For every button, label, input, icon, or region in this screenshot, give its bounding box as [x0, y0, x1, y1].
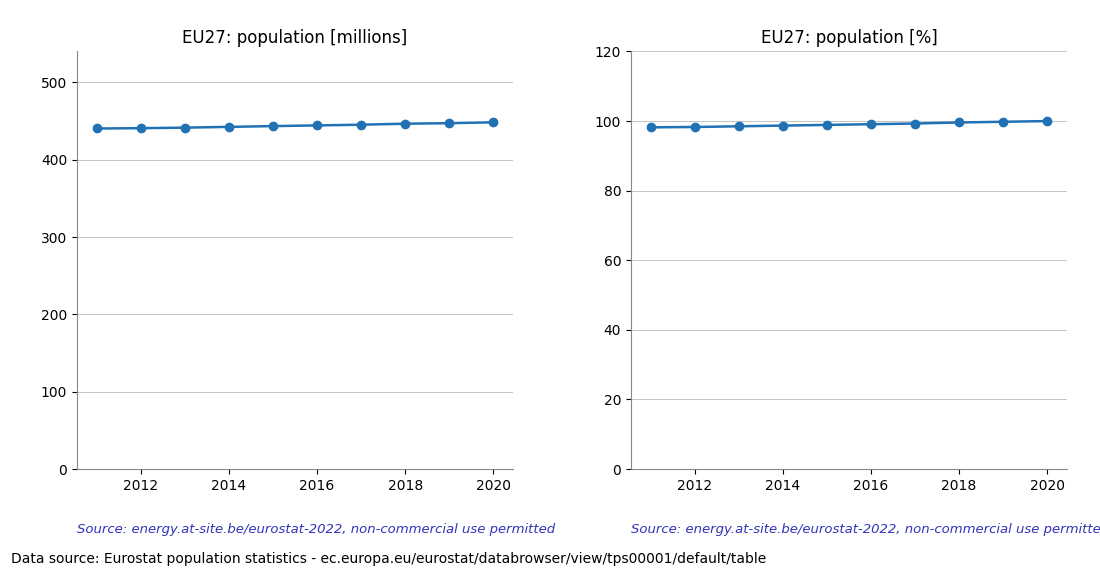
Text: Source: energy.at-site.be/eurostat-2022, non-commercial use permitted: Source: energy.at-site.be/eurostat-2022,…	[77, 523, 556, 537]
Text: Data source: Eurostat population statistics - ec.europa.eu/eurostat/databrowser/: Data source: Eurostat population statist…	[11, 553, 767, 566]
Title: EU27: population [%]: EU27: population [%]	[760, 29, 937, 47]
Text: Source: energy.at-site.be/eurostat-2022, non-commercial use permitted: Source: energy.at-site.be/eurostat-2022,…	[631, 523, 1100, 537]
Title: EU27: population [millions]: EU27: population [millions]	[183, 29, 408, 47]
